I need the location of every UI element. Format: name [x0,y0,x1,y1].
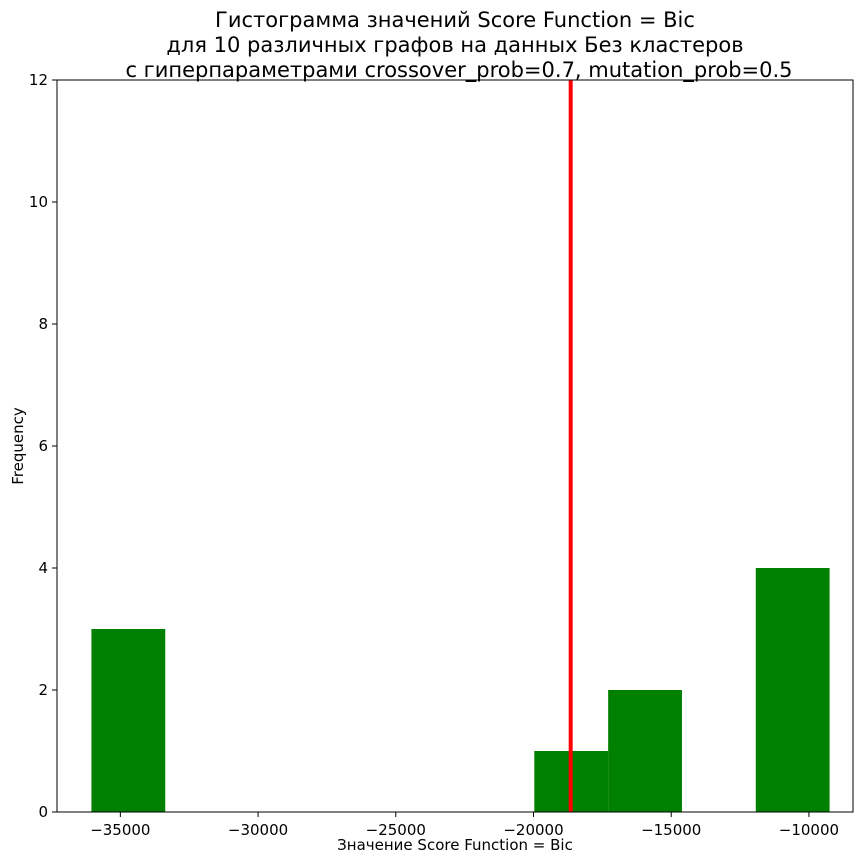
histogram-bar-7 [608,690,682,812]
y-tick-label: 6 [38,437,48,455]
x-tick-label: −15000 [641,821,701,839]
x-tick-label: −35000 [90,821,150,839]
y-tick-label: 10 [29,193,48,211]
chart-title-line-2: для 10 различных графов на данных Без кл… [166,33,743,57]
histogram-bars [91,568,830,812]
y-tick-label: 4 [38,559,48,577]
x-tick-label: −20000 [503,821,563,839]
y-tick-label: 12 [29,71,48,89]
plot-area-frame [56,79,854,813]
y-tick-label: 8 [38,315,48,333]
x-tick-label: −25000 [366,821,426,839]
histogram-bar-0 [91,629,166,812]
chart-title: Гистограмма значений Score Function = Bi… [125,8,792,83]
y-axis-ticks: 0 2 4 6 8 10 12 [29,71,57,821]
chart-title-line-3: с гиперпараметрами crossover_prob=0.7, m… [125,58,792,83]
y-tick-label: 2 [38,681,48,699]
x-axis-ticks: −35000 −30000 −25000 −20000 −15000 −10000 [90,812,839,839]
x-tick-label: −30000 [228,821,288,839]
histogram-bar-9 [755,568,830,812]
x-axis-label: Значение Score Function = Bic [337,836,573,854]
chart-title-line-1: Гистограмма значений Score Function = Bi… [215,8,695,32]
y-axis-label: Frequency [9,407,27,485]
x-tick-label: −10000 [779,821,839,839]
y-tick-label: 0 [38,803,48,821]
